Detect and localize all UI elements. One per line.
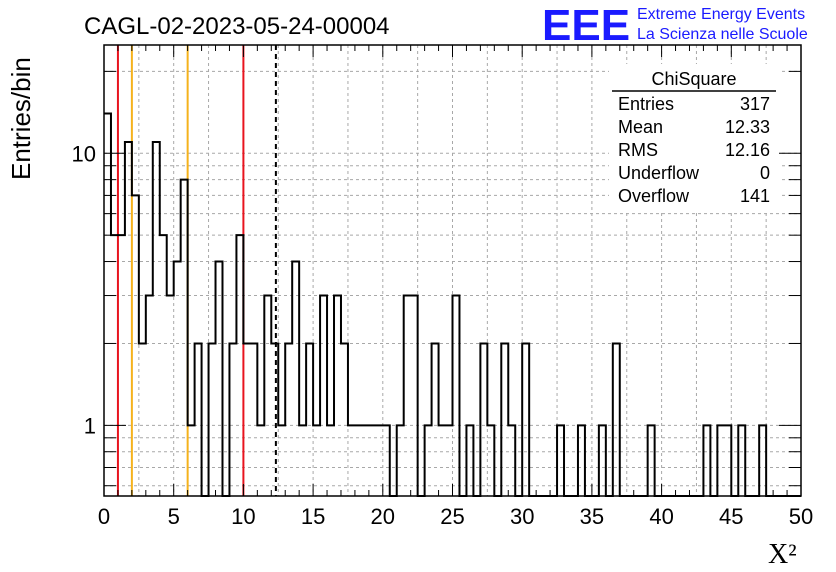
- stats-value: 317: [740, 94, 770, 114]
- x-tick-label: 35: [580, 504, 604, 529]
- grid-lines: [104, 45, 801, 496]
- y-tick-label: 10: [72, 141, 96, 166]
- stats-value: 0: [760, 163, 770, 183]
- x-tick-label: 5: [168, 504, 180, 529]
- stats-box: ChiSquare Entries 317 Mean 12.33 RMS 12.…: [609, 64, 779, 212]
- x-tick-label: 0: [98, 504, 110, 529]
- chart-title: CAGL-02-2023-05-24-00004: [84, 13, 390, 40]
- y-tick-label: 1: [84, 413, 96, 438]
- y-tick-labels: 1 10: [72, 141, 96, 438]
- x-tick-label: 15: [301, 504, 325, 529]
- stats-label: Mean: [618, 117, 663, 137]
- y-axis-label: Entries/bin: [6, 57, 36, 180]
- x-tick-label: 10: [231, 504, 255, 529]
- x-tick-label: 20: [371, 504, 395, 529]
- stats-label: Entries: [618, 94, 674, 114]
- x-tick-label: 30: [510, 504, 534, 529]
- x-tick-labels: 0 5 10 15 20 25 30 35 40 45 50: [98, 504, 813, 529]
- x-tick-label: 40: [649, 504, 673, 529]
- stats-box-background: [609, 64, 779, 212]
- stats-title: ChiSquare: [651, 69, 736, 89]
- x-tick-label: 25: [440, 504, 464, 529]
- logo-line-2: La Scienza nelle Scuole: [637, 26, 808, 43]
- stats-label: RMS: [618, 140, 658, 160]
- stats-label: Underflow: [618, 163, 700, 183]
- x-axis-label: X²: [768, 539, 797, 570]
- logo-line-1: Extreme Energy Events: [637, 6, 805, 23]
- x-tick-label: 45: [719, 504, 743, 529]
- eee-logo: EEE Extreme Energy Events La Scienza nel…: [542, 1, 808, 50]
- stats-label: Overflow: [618, 186, 690, 206]
- stats-value: 12.16: [725, 140, 770, 160]
- eee-logo-mark: EEE: [542, 1, 630, 50]
- stats-value: 141: [740, 186, 770, 206]
- stats-value: 12.33: [725, 117, 770, 137]
- x-tick-label: 50: [789, 504, 813, 529]
- axis-ticks: [103, 45, 802, 496]
